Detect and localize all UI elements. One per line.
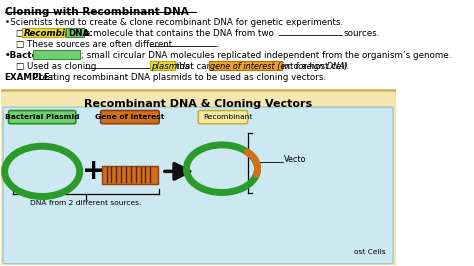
Text: •Bacterial: •Bacterial: [5, 51, 55, 60]
Text: □: □: [16, 29, 24, 38]
Text: plasmids: plasmids: [151, 62, 190, 71]
FancyBboxPatch shape: [0, 90, 397, 266]
Text: DNA from 2 different sources.: DNA from 2 different sources.: [30, 201, 141, 206]
Text: Gene of Interest: Gene of Interest: [95, 114, 164, 120]
FancyBboxPatch shape: [66, 28, 84, 37]
FancyBboxPatch shape: [100, 110, 159, 124]
Text: Creating recombinant DNA plasmids to be used as cloning vectors.: Creating recombinant DNA plasmids to be …: [33, 73, 326, 82]
Text: Recombinant DNA & Cloning Vectors: Recombinant DNA & Cloning Vectors: [84, 99, 312, 109]
Text: EXAMPLE:: EXAMPLE:: [5, 73, 54, 82]
Text: Recombinant: Recombinant: [24, 29, 88, 38]
Text: gene of interest (ex. foreign DNA): gene of interest (ex. foreign DNA): [210, 62, 348, 71]
FancyBboxPatch shape: [150, 61, 175, 70]
Text: DNA:: DNA:: [68, 29, 93, 38]
Text: sources.: sources.: [343, 29, 380, 38]
Text: .: .: [217, 40, 219, 49]
Text: Recombinant: Recombinant: [203, 114, 253, 120]
Text: ; small circular DNA molecules replicated independent from the organism’s genome: ; small circular DNA molecules replicate…: [81, 51, 451, 60]
Text: Bacterial Plasmid: Bacterial Plasmid: [5, 114, 80, 120]
FancyBboxPatch shape: [22, 28, 65, 37]
Text: that carry a: that carry a: [176, 62, 227, 71]
Text: □ Used as cloning: □ Used as cloning: [16, 62, 96, 71]
Text: •Scientists tend to create & clone recombinant DNA for genetic experiments.: •Scientists tend to create & clone recom…: [5, 18, 343, 27]
FancyBboxPatch shape: [33, 50, 80, 59]
Text: into a host cell.: into a host cell.: [283, 62, 349, 71]
Text: □ These sources are often different: □ These sources are often different: [16, 40, 172, 49]
FancyBboxPatch shape: [209, 61, 282, 70]
FancyBboxPatch shape: [102, 166, 157, 184]
Text: Vecto: Vecto: [284, 155, 307, 164]
FancyBboxPatch shape: [3, 107, 393, 264]
FancyBboxPatch shape: [198, 110, 247, 124]
Text: ost Cells: ost Cells: [355, 249, 386, 255]
FancyBboxPatch shape: [9, 110, 76, 124]
Text: Cloning with Recombinant DNA: Cloning with Recombinant DNA: [5, 6, 188, 16]
Text: +: +: [82, 157, 105, 185]
Text: a molecule that contains the DNA from two: a molecule that contains the DNA from tw…: [85, 29, 273, 38]
